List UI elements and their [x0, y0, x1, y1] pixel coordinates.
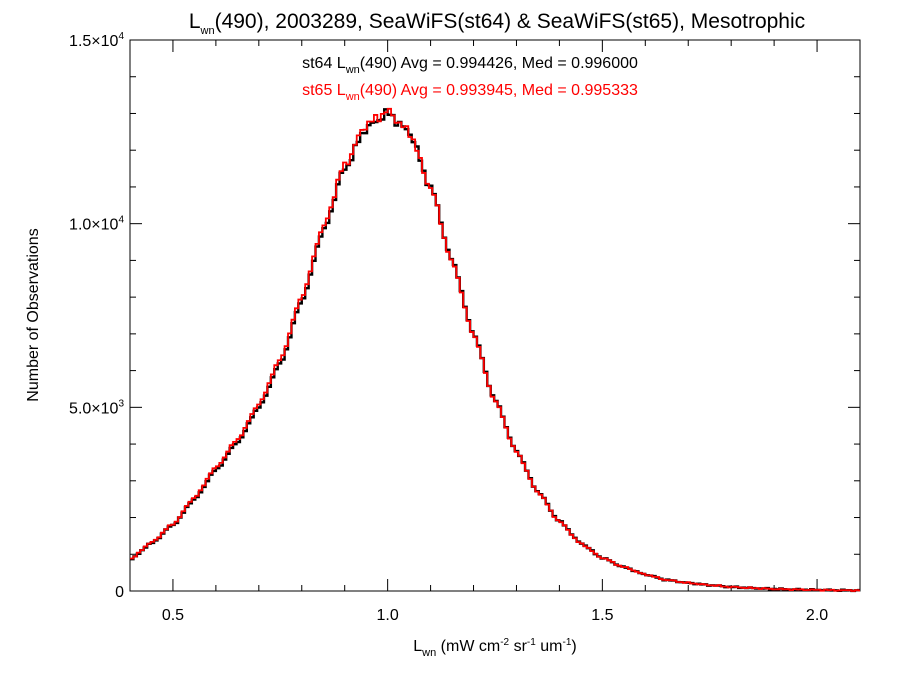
- x-axis-label-unit-mid2: um: [536, 638, 563, 655]
- chart-title-rest: (490), 2003289, SeaWiFS(st64) & SeaWiFS(…: [215, 10, 806, 33]
- annotation-st65-sub: wn: [345, 91, 360, 103]
- series-line-st65: [130, 107, 860, 592]
- y-axis-label: Number of Observations: [25, 228, 42, 401]
- x-tick-label: 1.5: [591, 607, 613, 624]
- x-axis-label-sup3: -1: [562, 637, 571, 648]
- y-tick-label-exp: 4: [118, 215, 124, 226]
- y-tick-label: 5.0×103: [69, 398, 124, 417]
- series-layer: [130, 107, 860, 593]
- x-tick-label: 1.0: [377, 607, 399, 624]
- x-axis-label-unit-mid: sr: [509, 638, 527, 655]
- y-tick-label-base: 5.0×10: [69, 400, 118, 417]
- y-tick-label-base: 0: [115, 584, 124, 601]
- annotation-st64-pre: st64 L: [302, 55, 346, 72]
- annotation-st65: st65 Lwn(490) Avg = 0.993945, Med = 0.99…: [302, 82, 638, 103]
- chart-title: Lwn(490), 2003289, SeaWiFS(st64) & SeaWi…: [189, 10, 805, 37]
- x-axis-label: Lwn (mW cm-2 sr-1 um-1): [413, 637, 576, 659]
- x-axis-label-sup1: -2: [500, 637, 509, 648]
- y-tick-label: 0: [115, 584, 124, 601]
- x-axis-label-unit-open: (mW cm: [436, 638, 500, 655]
- x-tick-label: 0.5: [162, 607, 184, 624]
- y-tick-label: 1.5×104: [69, 31, 124, 50]
- x-axis-label-main: L: [413, 638, 422, 655]
- x-axis-ticks: 0.5 1.0 1.5 2.0: [129, 40, 861, 624]
- y-tick-label-exp: 4: [118, 31, 124, 42]
- series-line-st64: [130, 108, 860, 593]
- chart-title-sub: wn: [200, 25, 215, 37]
- annotation-st64-post: (490) Avg = 0.994426, Med = 0.996000: [360, 55, 638, 72]
- y-tick-label-base: 1.5×10: [69, 33, 118, 50]
- annotation-st64: st64 Lwn(490) Avg = 0.994426, Med = 0.99…: [302, 55, 638, 76]
- plot-frame: [129, 39, 861, 592]
- annotation-st64-sub: wn: [345, 64, 360, 76]
- x-axis-label-sub: wn: [421, 647, 436, 659]
- annotation-st65-pre: st65 L: [302, 82, 346, 99]
- x-axis-label-unit-close: ): [571, 638, 576, 655]
- x-tick-label: 2.0: [806, 607, 828, 624]
- y-tick-label-exp: 3: [118, 398, 124, 409]
- y-tick-label-base: 1.0×10: [69, 217, 118, 234]
- annotation-st65-post: (490) Avg = 0.993945, Med = 0.995333: [360, 82, 638, 99]
- chart-title-main: L: [189, 10, 201, 33]
- x-axis-label-sup2: -1: [527, 637, 536, 648]
- y-tick-label: 1.0×104: [69, 215, 124, 234]
